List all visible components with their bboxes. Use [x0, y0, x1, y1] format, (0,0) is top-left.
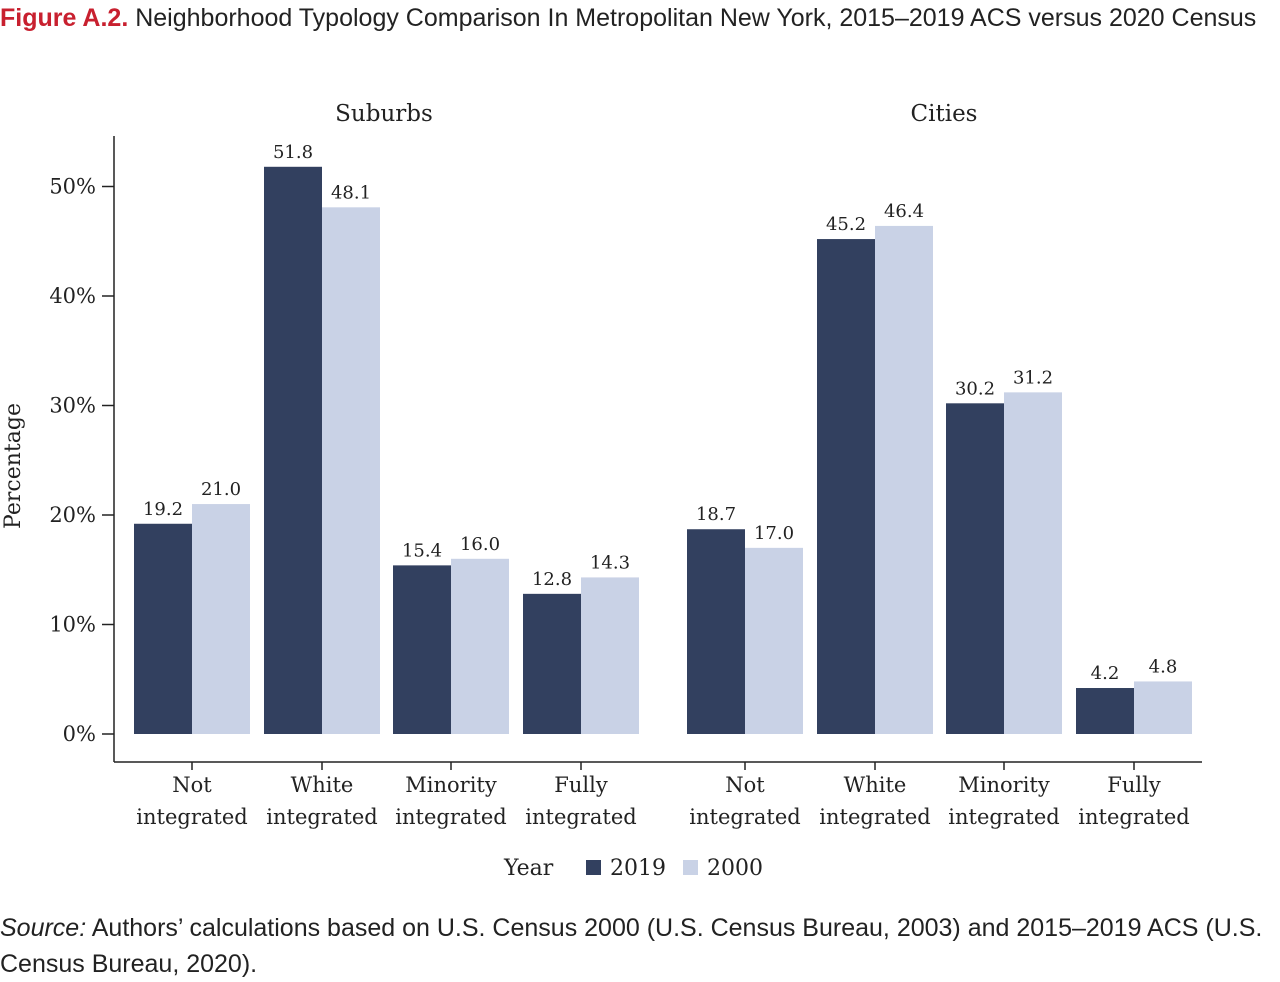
data-label: 12.8: [532, 569, 572, 590]
x-tick-label: Fully: [1107, 773, 1161, 797]
data-label: 17.0: [754, 523, 794, 544]
source-label: Source:: [0, 914, 87, 942]
x-tick-label: Minority: [958, 773, 1050, 797]
bar-2000: [581, 577, 639, 734]
bar-2000: [875, 225, 933, 735]
x-tick-label: integrated: [819, 805, 930, 829]
x-tick-label: integrated: [395, 805, 506, 829]
y-tick-label: 0%: [63, 722, 96, 746]
legend-title: Year: [503, 856, 554, 881]
y-tick-label: 20%: [49, 503, 96, 527]
bar-2019: [393, 565, 451, 734]
data-label: 30.2: [955, 378, 995, 399]
y-tick-label: 10%: [49, 613, 96, 637]
data-label: 21.0: [201, 479, 241, 500]
figure-title-text: Neighborhood Typology Comparison In Metr…: [135, 4, 1257, 32]
source-note: Source: Authors’ calculations based on U…: [0, 910, 1280, 982]
x-tick-label: integrated: [689, 805, 800, 829]
data-label: 4.2: [1091, 663, 1120, 684]
bar-2000: [1134, 681, 1192, 734]
x-tick-label: Not: [725, 773, 765, 797]
bar-2019: [687, 529, 745, 734]
legend-swatch-2000: [683, 860, 698, 875]
data-label: 48.1: [331, 182, 371, 203]
bar-2019: [817, 239, 875, 734]
x-tick-label: integrated: [948, 805, 1059, 829]
bar-2000: [1004, 392, 1062, 734]
data-label: 14.3: [590, 552, 630, 573]
legend-label-2000: 2000: [707, 856, 763, 881]
bar-2019: [1076, 688, 1134, 734]
bar-2000: [192, 504, 250, 734]
data-label: 16.0: [460, 534, 500, 555]
panel-title: Suburbs: [335, 101, 433, 127]
y-tick-label: 40%: [49, 284, 96, 308]
x-tick-label: integrated: [136, 805, 247, 829]
bar-2019: [523, 593, 581, 734]
data-label: 45.2: [826, 214, 866, 235]
figure-title: Figure A.2. Neighborhood Typology Compar…: [0, 0, 1270, 36]
figure-label: Figure A.2.: [0, 4, 129, 32]
legend-label-2019: 2019: [610, 856, 666, 881]
x-tick-label: integrated: [1078, 805, 1189, 829]
data-label: 46.4: [884, 201, 924, 222]
x-tick-label: Not: [172, 773, 212, 797]
x-tick-label: Minority: [405, 773, 497, 797]
panel-title: Cities: [911, 101, 978, 127]
bar-2019: [946, 403, 1004, 734]
x-tick-label: Fully: [554, 773, 608, 797]
bar-2000: [451, 558, 509, 734]
data-label: 15.4: [402, 540, 442, 561]
y-tick-label: 50%: [49, 175, 96, 199]
x-tick-label: integrated: [525, 805, 636, 829]
y-axis-title: Percentage: [1, 403, 26, 529]
y-tick-label: 30%: [49, 394, 96, 418]
x-tick-label: White: [844, 773, 907, 797]
x-tick-label: White: [291, 773, 354, 797]
data-label: 51.8: [273, 142, 313, 163]
bar-2019: [264, 166, 322, 734]
bar-chart: 0% 10% 20% 30% 40% 50% Percentage Suburbs 19.2 21…: [1, 101, 1202, 881]
data-label: 19.2: [143, 499, 183, 520]
bar-2000: [745, 547, 803, 734]
bar-2000: [322, 207, 380, 734]
legend-swatch-2019: [586, 860, 601, 875]
bar-2019: [134, 523, 192, 734]
data-label: 4.8: [1149, 656, 1178, 677]
x-tick-label: integrated: [266, 805, 377, 829]
data-label: 18.7: [696, 504, 736, 525]
source-text: Authors’ calculations based on U.S. Cens…: [0, 914, 1263, 978]
data-label: 31.2: [1013, 367, 1053, 388]
